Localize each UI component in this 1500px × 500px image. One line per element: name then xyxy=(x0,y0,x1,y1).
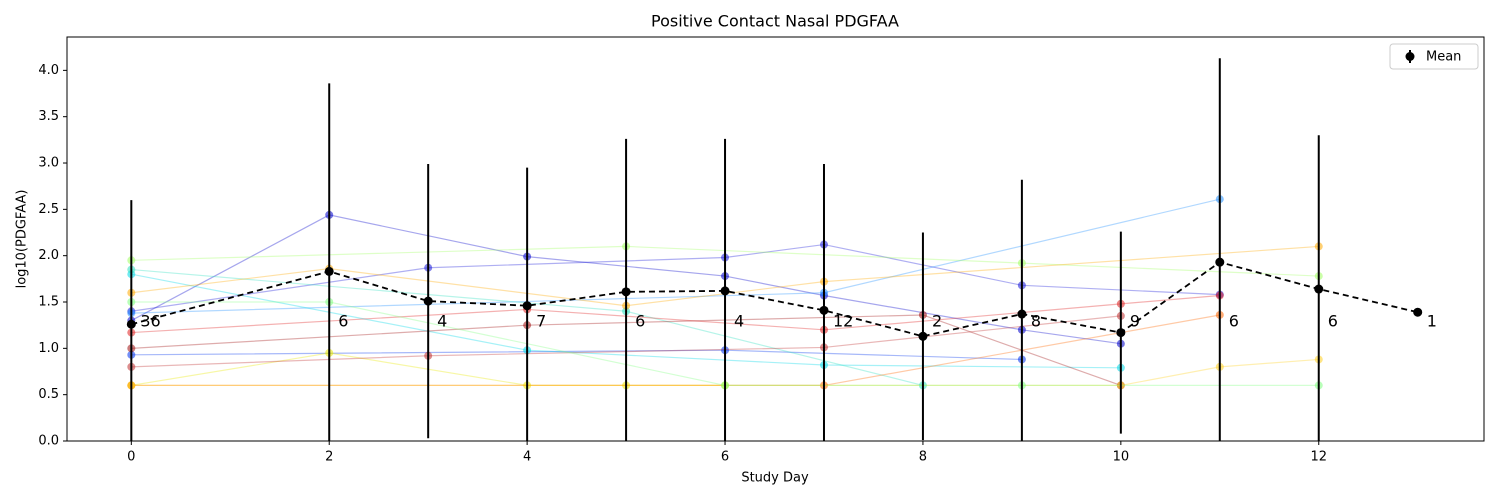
count-label: 4 xyxy=(437,312,447,331)
chart-title: Positive Contact Nasal PDGFAA xyxy=(651,12,899,31)
y-tick-label: 2.5 xyxy=(38,202,59,217)
x-tick-label: 4 xyxy=(523,450,531,465)
x-tick-label: 2 xyxy=(325,450,333,465)
y-tick-label: 0.0 xyxy=(38,434,59,449)
y-tick-label: 3.0 xyxy=(38,156,59,171)
y-tick-label: 1.0 xyxy=(38,341,59,356)
count-label: 9 xyxy=(1130,312,1140,331)
count-label: 1 xyxy=(1427,312,1437,331)
count-label: 6 xyxy=(635,312,645,331)
x-tick-label: 6 xyxy=(721,450,729,465)
y-tick-label: 2.0 xyxy=(38,248,59,263)
mean-point xyxy=(1017,309,1027,319)
x-tick-label: 0 xyxy=(127,450,135,465)
subject-line xyxy=(131,294,1220,334)
count-label: 12 xyxy=(833,312,853,331)
y-axis-label: log10(PDGFAA) xyxy=(15,190,30,289)
mean-point xyxy=(918,331,928,341)
mean-point xyxy=(720,286,730,296)
x-tick-label: 10 xyxy=(1113,450,1130,465)
mean-point xyxy=(1314,284,1324,294)
mean-point xyxy=(819,305,829,315)
count-label: 8 xyxy=(1031,312,1041,331)
legend-box xyxy=(1389,43,1479,70)
count-label: 6 xyxy=(338,312,348,331)
legend-marker xyxy=(1405,52,1415,61)
count-label: 4 xyxy=(734,312,744,331)
mean-point xyxy=(1413,307,1423,317)
mean-point xyxy=(423,296,433,306)
x-tick-label: 12 xyxy=(1310,450,1327,465)
y-tick-label: 3.5 xyxy=(38,109,59,124)
y-tick-label: 1.5 xyxy=(38,295,59,310)
count-label: 6 xyxy=(1229,312,1239,331)
mean-line xyxy=(131,261,1418,338)
count-label: 2 xyxy=(932,312,942,331)
mean-point xyxy=(324,266,334,276)
subject-line xyxy=(131,243,1220,312)
subject-line xyxy=(131,349,1022,361)
plot-area xyxy=(126,58,1423,441)
count-label: 6 xyxy=(1328,312,1338,331)
legend-label: Mean xyxy=(1426,50,1461,65)
x-tick-label: 8 xyxy=(919,450,927,465)
count-label: 7 xyxy=(536,312,546,331)
y-tick-label: 0.5 xyxy=(38,387,59,402)
y-tick-label: 4.0 xyxy=(38,63,59,78)
mean-point xyxy=(126,319,136,329)
plot-frame xyxy=(66,36,1485,442)
x-axis-label: Study Day xyxy=(741,471,809,486)
count-label: 36 xyxy=(140,312,160,331)
mean-point xyxy=(522,301,532,311)
mean-point xyxy=(621,287,631,297)
mean-point xyxy=(1116,328,1126,338)
mean-point xyxy=(1215,257,1225,267)
